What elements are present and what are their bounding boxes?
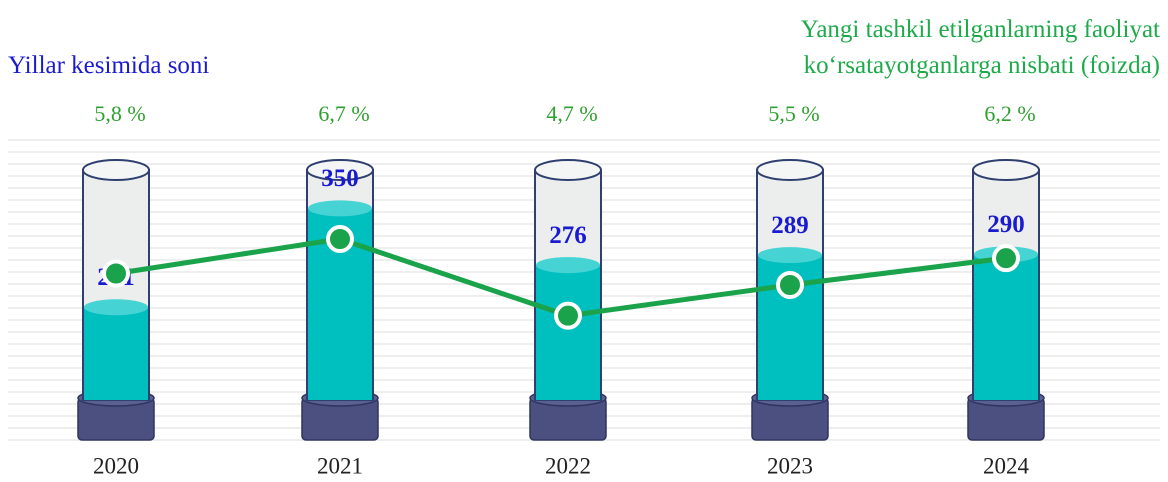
series-title: Yillar kesimida soni xyxy=(8,52,210,79)
count-label: 289 xyxy=(771,212,809,239)
percent-label: 6,2 % xyxy=(984,101,1035,126)
x-tick-label: 2022 xyxy=(545,453,591,478)
percent-label: 4,7 % xyxy=(546,101,597,126)
tube-top xyxy=(82,159,150,181)
percent-point xyxy=(776,271,804,299)
percent-point xyxy=(326,225,354,253)
tube-fill-top xyxy=(84,299,148,316)
tube-top xyxy=(756,159,824,181)
count-label: 350 xyxy=(321,165,359,192)
tube-fill-top xyxy=(308,200,372,217)
count-label: 276 xyxy=(549,222,587,249)
percent-label: 6,7 % xyxy=(318,101,369,126)
percent-point xyxy=(102,259,130,288)
tube-top xyxy=(534,159,602,181)
tube-fill xyxy=(84,307,148,400)
tube-top xyxy=(972,159,1040,181)
percent-point xyxy=(554,301,582,330)
tube-fill xyxy=(974,254,1038,400)
percent-point xyxy=(992,244,1020,273)
tube-fill-top xyxy=(758,247,822,264)
percent-label: 5,8 % xyxy=(94,101,145,126)
tube-top xyxy=(306,159,374,181)
tube-fill xyxy=(536,265,600,400)
x-tick-label: 2024 xyxy=(983,453,1030,478)
x-tick-label: 2020 xyxy=(93,453,139,478)
x-tick-label: 2023 xyxy=(767,453,813,478)
series-title: Yangi tashkil etilganlarning faoliyat ko… xyxy=(800,16,1160,79)
x-tick-label: 2021 xyxy=(317,453,363,478)
count-label: 290 xyxy=(987,211,1025,238)
percent-label: 5,5 % xyxy=(768,101,819,126)
tube-fill-top xyxy=(536,257,600,274)
